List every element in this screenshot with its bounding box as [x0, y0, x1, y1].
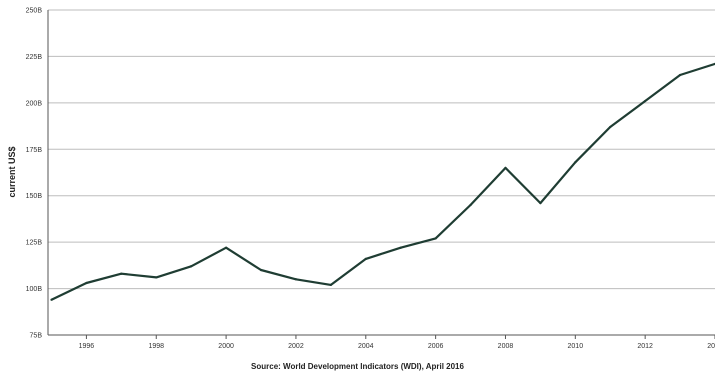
- x-tick-label: 1996: [79, 343, 95, 350]
- data-point: [469, 203, 472, 207]
- x-tick-label: 1998: [148, 343, 164, 350]
- y-tick-label: 225B: [26, 54, 43, 61]
- x-tick-label: 2010: [568, 343, 584, 350]
- data-point: [50, 298, 53, 301]
- y-tick-label: 75B: [30, 333, 43, 340]
- source-note: Source: World Development Indicators (WD…: [251, 362, 464, 371]
- series-line: [51, 62, 715, 301]
- data-point: [364, 257, 367, 260]
- gridlines: [48, 9, 715, 336]
- data-point: [120, 272, 123, 275]
- data-point: [259, 268, 263, 272]
- data-point: [190, 265, 193, 268]
- data-point: [609, 125, 612, 129]
- data-point: [294, 278, 298, 281]
- data-point: [224, 246, 228, 249]
- y-tick-label: 200B: [26, 100, 43, 107]
- data-point: [678, 73, 682, 77]
- y-tick-label: 175B: [26, 147, 43, 154]
- data-point: [399, 246, 402, 249]
- y-tick-label: 250B: [26, 8, 43, 15]
- data-point: [644, 99, 647, 103]
- x-tick-label: 2014: [707, 343, 715, 350]
- y-tick-labels: 75B 100B 125B 150B 175B 200B 225B 250B: [26, 8, 43, 340]
- x-tick-label: 2006: [428, 343, 444, 350]
- data-point: [155, 276, 158, 279]
- data-point: [85, 281, 88, 285]
- y-tick-label: 125B: [26, 240, 43, 247]
- data-point: [539, 202, 542, 205]
- x-tick-labels: 1996 1998 2000 2002 2004 2006 2008 2010 2012 2014: [79, 335, 715, 350]
- x-tick-label: 2002: [288, 343, 304, 350]
- data-point: [574, 161, 577, 164]
- y-tick-label: 100B: [26, 286, 43, 293]
- x-tick-label: 2004: [358, 343, 374, 350]
- x-tick-label: 2000: [218, 343, 234, 350]
- y-axis-label: current US$: [7, 146, 17, 197]
- data-point: [434, 237, 437, 240]
- y-tick-label: 150B: [26, 193, 43, 200]
- x-tick-label: 2012: [637, 343, 653, 350]
- plot-area: [48, 10, 715, 335]
- data-point: [504, 166, 507, 169]
- x-tick-label: 2008: [498, 343, 514, 350]
- data-point: [329, 283, 332, 286]
